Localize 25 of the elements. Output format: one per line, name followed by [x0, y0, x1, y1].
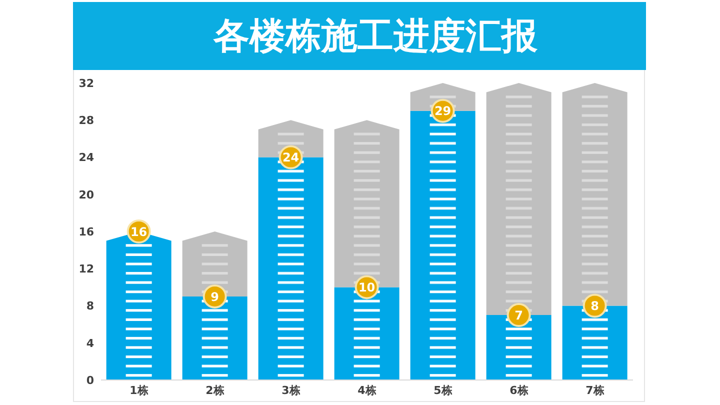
y-tick-label: 0 — [86, 374, 94, 387]
x-tick-label: 1栋 — [130, 384, 148, 397]
x-tick-label: 5栋 — [434, 384, 452, 397]
data-label: 16 — [130, 224, 148, 239]
y-tick-label: 20 — [78, 188, 94, 202]
data-label: 7 — [514, 308, 523, 322]
y-tick-label: 12 — [78, 262, 94, 276]
x-tick-label: 2栋 — [206, 384, 224, 397]
y-tick-label: 24 — [78, 151, 94, 164]
chart-title: 各楼栋施工进度汇报 — [214, 14, 538, 58]
y-tick-label: 4 — [86, 336, 94, 350]
y-tick-label: 28 — [78, 114, 94, 128]
x-tick-label: 4栋 — [358, 384, 376, 397]
data-label: 29 — [434, 104, 452, 118]
y-tick-label: 8 — [86, 300, 94, 313]
data-label: 24 — [282, 150, 300, 165]
x-tick-label: 7栋 — [586, 384, 604, 397]
y-tick-label: 32 — [78, 76, 94, 90]
x-tick-label: 6栋 — [510, 384, 528, 397]
data-label: 9 — [210, 290, 219, 304]
data-label: 10 — [358, 280, 376, 295]
x-tick-label: 3栋 — [282, 384, 300, 397]
data-label: 8 — [590, 299, 599, 314]
y-tick-label: 16 — [78, 225, 94, 238]
header-banner: 各楼栋施工进度汇报 — [73, 2, 646, 70]
